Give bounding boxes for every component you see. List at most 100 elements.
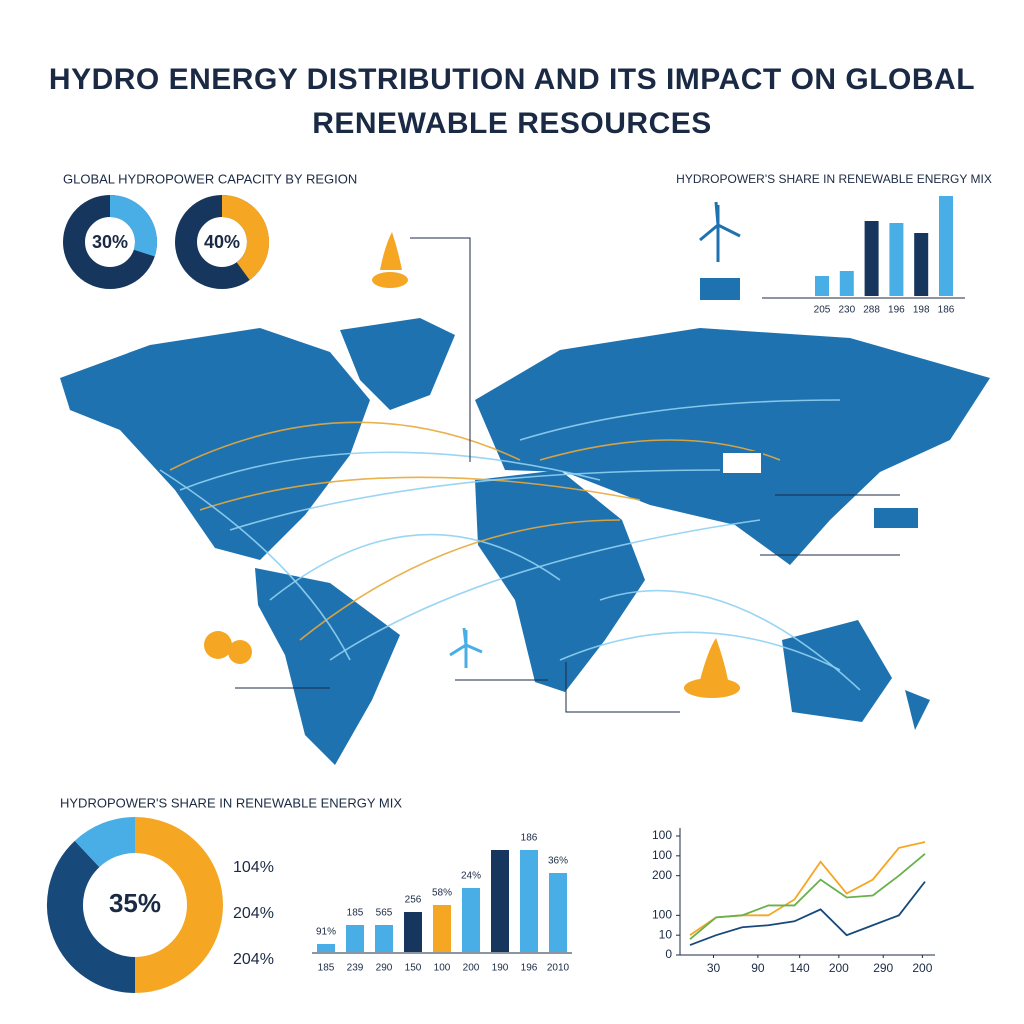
map-landmass bbox=[475, 470, 645, 692]
series-line bbox=[689, 881, 926, 946]
map-landmass bbox=[255, 568, 400, 765]
y-tick-label: 0 bbox=[665, 947, 672, 961]
x-tick-label: 185 bbox=[318, 963, 335, 974]
ring-label: 104% bbox=[233, 859, 274, 876]
x-tick-label: 196 bbox=[888, 305, 905, 316]
ring-label: 204% bbox=[233, 905, 274, 922]
map-landmass bbox=[340, 318, 455, 410]
bar bbox=[864, 221, 879, 296]
y-tick-label: 100 bbox=[652, 828, 672, 842]
section-title: HYDROPOWER'S SHARE IN RENEWABLE ENERGY M… bbox=[676, 172, 992, 186]
flow-line bbox=[159, 469, 351, 661]
x-tick-label: 186 bbox=[938, 305, 955, 316]
bar-label: 565 bbox=[376, 908, 393, 919]
station-icon bbox=[721, 451, 763, 475]
flow-line bbox=[229, 469, 721, 531]
x-tick-label: 200 bbox=[912, 961, 932, 975]
x-tick-label: 198 bbox=[913, 305, 930, 316]
bar bbox=[520, 850, 538, 952]
flow-line bbox=[199, 476, 641, 511]
flow-line bbox=[559, 631, 841, 671]
x-tick-label: 288 bbox=[863, 305, 880, 316]
hydro-icon bbox=[684, 678, 740, 698]
solar-icon bbox=[874, 508, 918, 528]
bar bbox=[404, 912, 422, 952]
flow-line bbox=[169, 421, 521, 471]
bar-label: 24% bbox=[461, 871, 481, 882]
x-tick-label: 200 bbox=[463, 963, 480, 974]
pin-line bbox=[410, 237, 471, 462]
section-title: HYDROPOWER'S SHARE IN RENEWABLE ENERGY M… bbox=[60, 795, 402, 810]
bar-label: 58% bbox=[432, 888, 452, 899]
ring-center-label: 35% bbox=[109, 888, 161, 918]
flow-line bbox=[519, 399, 841, 441]
donut-label: 40% bbox=[204, 232, 240, 252]
map-landmass bbox=[782, 620, 892, 722]
x-tick-label: 290 bbox=[376, 963, 393, 974]
ring-segment bbox=[134, 817, 223, 993]
x-tick-label: 150 bbox=[405, 963, 422, 974]
flow-line bbox=[599, 589, 861, 691]
x-tick-label: 140 bbox=[790, 961, 810, 975]
bar bbox=[549, 873, 567, 952]
bar bbox=[346, 925, 364, 952]
ring-segment bbox=[47, 840, 136, 993]
hydro-icon bbox=[372, 272, 408, 288]
solar-icon bbox=[700, 278, 740, 300]
bar bbox=[462, 888, 480, 952]
ring-label: 204% bbox=[233, 951, 274, 968]
bar-label: 185 bbox=[347, 908, 364, 919]
bar-label: 256 bbox=[405, 895, 422, 906]
flame-icon bbox=[380, 232, 402, 270]
donut-segment bbox=[221, 195, 269, 281]
bar bbox=[375, 925, 393, 952]
section-title: GLOBAL HYDROPOWER CAPACITY BY REGION bbox=[63, 171, 357, 186]
x-tick-label: 205 bbox=[814, 305, 831, 316]
bar bbox=[491, 850, 509, 952]
bar bbox=[839, 271, 854, 296]
x-tick-label: 196 bbox=[521, 963, 538, 974]
tree-icon bbox=[228, 640, 252, 664]
x-tick-label: 290 bbox=[873, 961, 893, 975]
series-line bbox=[689, 841, 926, 936]
bar bbox=[317, 944, 335, 952]
y-tick-label: 100 bbox=[652, 848, 672, 862]
x-tick-label: 190 bbox=[492, 963, 509, 974]
page-title: HYDRO ENERGY DISTRIBUTION AND ITS IMPACT… bbox=[48, 63, 976, 140]
bar bbox=[914, 233, 929, 296]
bar-label: 36% bbox=[548, 856, 568, 867]
x-tick-label: 239 bbox=[347, 963, 364, 974]
pin-line bbox=[565, 662, 680, 713]
series-line bbox=[689, 853, 926, 940]
ring-segment bbox=[74, 817, 136, 868]
donut-label: 30% bbox=[92, 232, 128, 252]
flame-icon bbox=[700, 638, 728, 680]
turbine-icon bbox=[699, 201, 741, 262]
x-tick-label: 100 bbox=[434, 963, 451, 974]
x-tick-label: 30 bbox=[707, 961, 721, 975]
turbine-icon bbox=[449, 627, 483, 668]
x-tick-label: 230 bbox=[838, 305, 855, 316]
bar-label: 186 bbox=[521, 833, 538, 844]
x-tick-label: 90 bbox=[751, 961, 765, 975]
flow-line bbox=[329, 519, 761, 661]
bar-label: 91% bbox=[316, 927, 336, 938]
bar bbox=[815, 276, 829, 296]
bar bbox=[433, 905, 451, 952]
x-tick-label: 200 bbox=[829, 961, 849, 975]
flow-line bbox=[179, 451, 601, 491]
y-tick-label: 10 bbox=[659, 927, 673, 941]
flow-line bbox=[299, 519, 621, 641]
flow-line bbox=[269, 533, 561, 601]
bar bbox=[889, 223, 904, 296]
map-landmass bbox=[60, 328, 370, 560]
bar bbox=[939, 196, 953, 296]
tree-icon bbox=[204, 631, 232, 659]
map-landmass bbox=[905, 690, 930, 730]
x-tick-label: 2010 bbox=[547, 963, 570, 974]
y-tick-label: 200 bbox=[652, 868, 672, 882]
y-tick-label: 100 bbox=[652, 908, 672, 922]
